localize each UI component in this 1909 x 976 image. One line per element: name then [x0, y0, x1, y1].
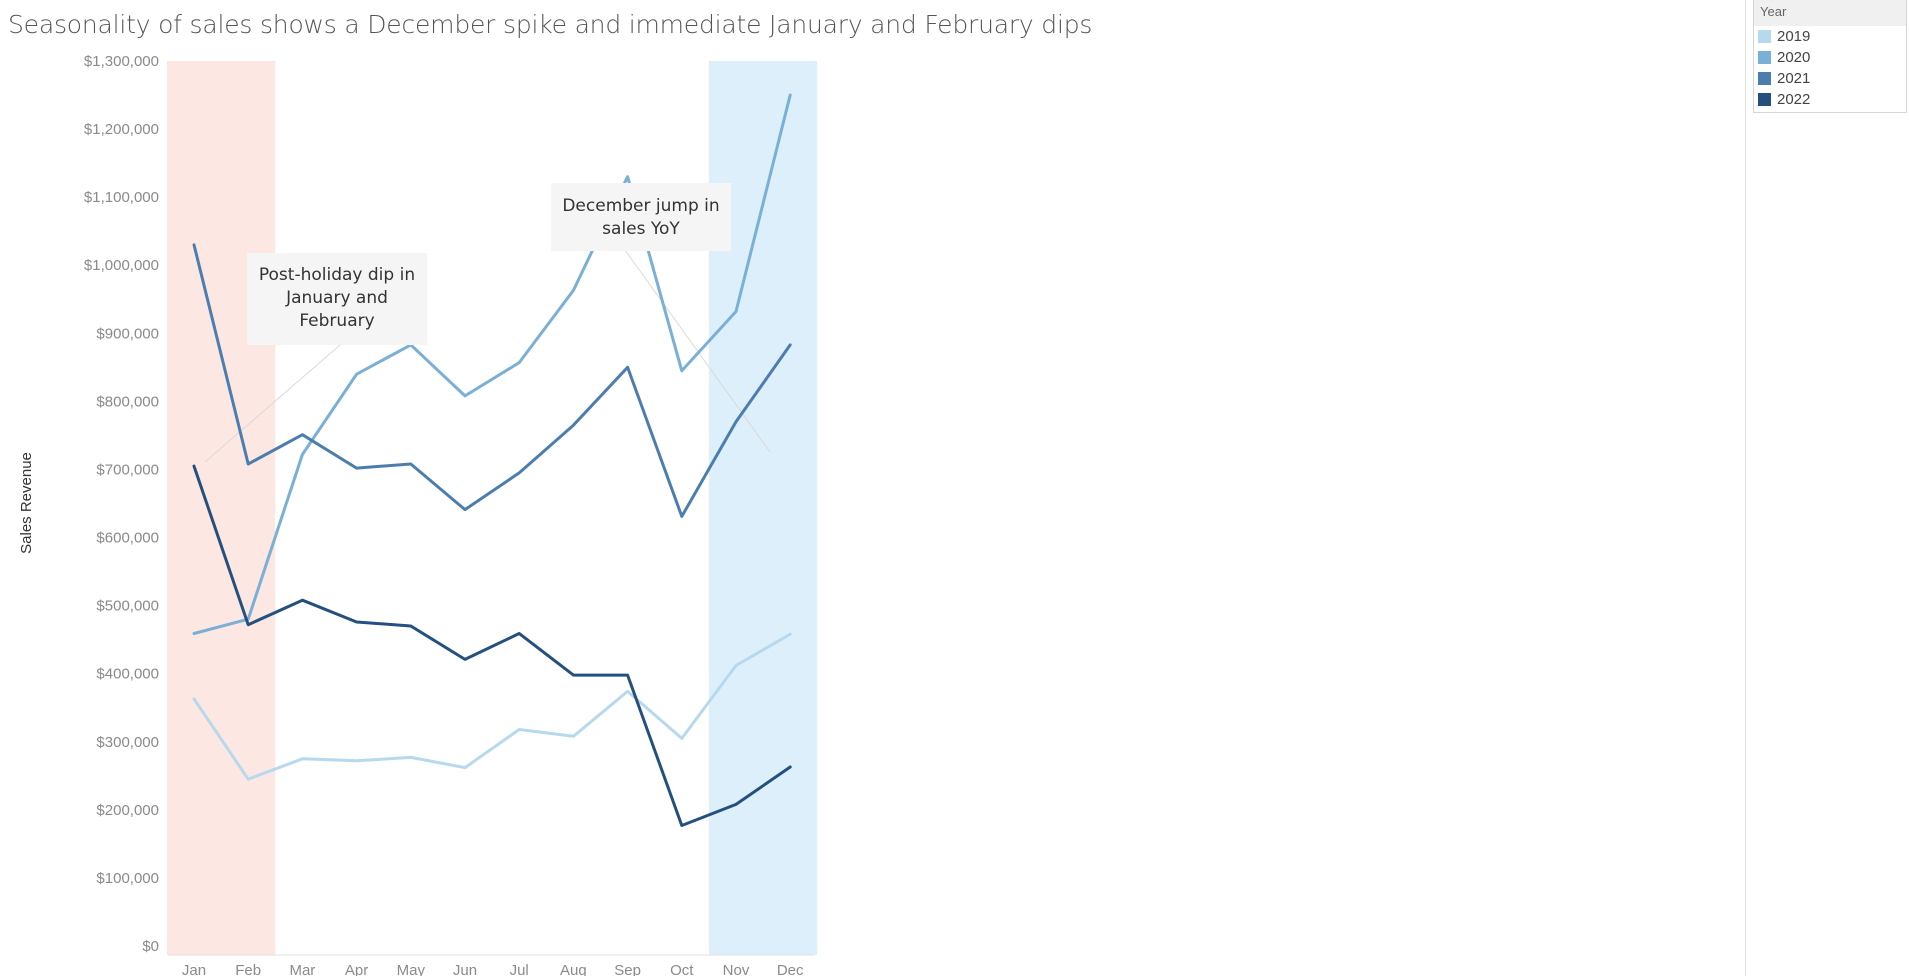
chart-title: Seasonality of sales shows a December sp…: [8, 10, 1093, 39]
annotation-leader-line: [624, 249, 771, 453]
y-tick-label: $1,300,000: [84, 53, 159, 70]
legend-swatch: [1758, 93, 1771, 106]
legend-swatch: [1758, 30, 1771, 43]
legend-swatch: [1758, 72, 1771, 85]
annotation-text: January and: [285, 288, 388, 308]
x-tick-label: Dec: [777, 962, 804, 976]
x-axis-ticks: Jan Feb Mar Apr May Jun Jul Aug Sep Oct Nov Dec: [182, 962, 804, 976]
x-tick-label: Mar: [289, 962, 315, 976]
legend-item-2020[interactable]: 2020: [1754, 47, 1906, 68]
y-axis-ticks: $0 $100,000 $200,000 $300,000 $400,000 $500,0…: [84, 53, 159, 955]
y-tick-label: $900,000: [96, 325, 159, 342]
series-line-2019[interactable]: [192, 632, 792, 781]
legend-item-2021[interactable]: 2021: [1754, 68, 1906, 89]
legend-label: 2022: [1777, 91, 1811, 108]
annotation-leader-line: [204, 344, 341, 463]
legend-title: Year: [1754, 0, 1906, 26]
y-tick-label: $200,000: [96, 802, 159, 819]
legend-item-2019[interactable]: 2019: [1754, 26, 1906, 47]
annotation-callout: Post-holiday dip in January and February: [247, 253, 427, 345]
y-tick-label: $300,000: [96, 734, 159, 751]
x-tick-label: Jan: [182, 962, 206, 976]
series-line-2020[interactable]: [192, 93, 792, 635]
y-tick-label: $800,000: [96, 393, 159, 410]
y-tick-label: $1,000,000: [84, 257, 159, 274]
y-tick-label: $1,200,000: [84, 121, 159, 138]
panel-divider: [1745, 0, 1746, 976]
y-tick-label: $0: [142, 938, 159, 955]
y-tick-label: $700,000: [96, 461, 159, 478]
x-tick-label: May: [397, 962, 426, 976]
series-line-2021[interactable]: [192, 243, 792, 518]
annotation-text: sales YoY: [602, 219, 680, 239]
legend-items: 2019 2020 2021 2022: [1754, 26, 1906, 110]
x-tick-label: Nov: [723, 962, 750, 976]
annotation-text: Post-holiday dip in: [259, 265, 415, 285]
y-tick-label: $500,000: [96, 598, 159, 615]
legend-label: 2019: [1777, 28, 1811, 45]
y-axis-title: Sales Revenue: [18, 452, 35, 554]
legend-item-2022[interactable]: 2022: [1754, 89, 1906, 110]
x-tick-label: Oct: [670, 962, 694, 976]
y-tick-label: $100,000: [96, 870, 159, 887]
annotations: Post-holiday dip in January and February De…: [247, 183, 731, 345]
y-tick-label: $1,100,000: [84, 189, 159, 206]
highlight-band-jan-feb: [167, 61, 276, 955]
series-line-2022[interactable]: [192, 464, 792, 827]
x-tick-label: Aug: [560, 962, 587, 976]
annotation-leaders: [204, 249, 771, 463]
annotation-box: [247, 253, 427, 345]
annotation-box: [551, 183, 731, 251]
annotation-callout: December jump in sales YoY: [551, 183, 731, 251]
annotation-text: December jump in: [562, 196, 719, 216]
x-tick-label: Jul: [510, 962, 529, 976]
legend-label: 2021: [1777, 70, 1811, 87]
x-tick-label: Apr: [345, 962, 368, 976]
x-tick-label: Jun: [453, 962, 477, 976]
legend-label: 2020: [1777, 49, 1811, 66]
y-tick-label: $600,000: [96, 530, 159, 547]
x-tick-label: Feb: [235, 962, 261, 976]
x-tick-label: Sep: [614, 962, 641, 976]
legend-swatch: [1758, 51, 1771, 64]
legend: Year 2019 2020 2021 2022: [1753, 0, 1907, 113]
series-lines: [192, 93, 792, 827]
annotation-text: February: [299, 311, 374, 331]
y-tick-label: $400,000: [96, 666, 159, 683]
